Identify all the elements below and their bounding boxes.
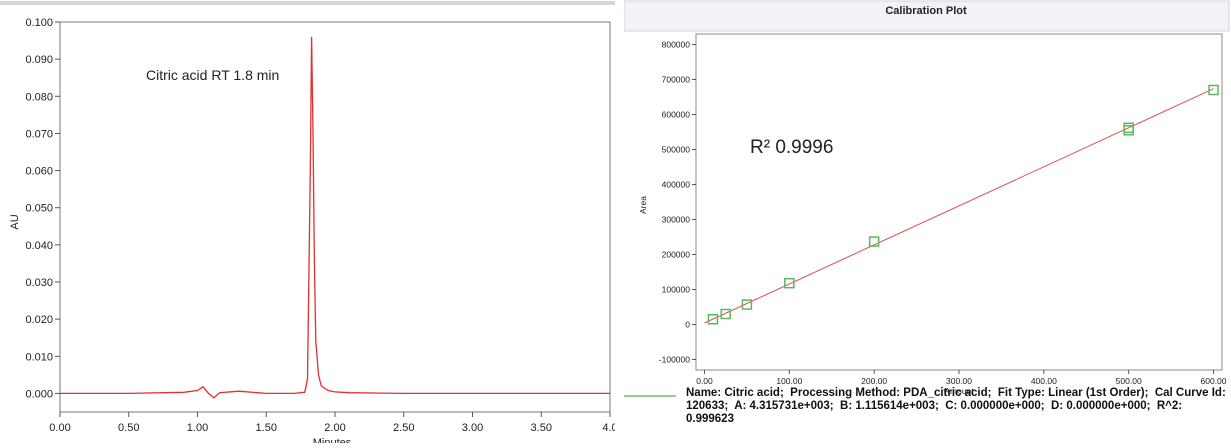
peak-annotation: Citric acid RT 1.8 min xyxy=(146,67,279,83)
legend-c: C: 0.000000e+000; xyxy=(945,400,1044,412)
legend-swatch xyxy=(624,395,676,397)
legend-a: A: 4.315731e+003; xyxy=(734,400,833,412)
calibration-legend: Name: Citric acid; Processing Method: PD… xyxy=(686,387,1226,426)
x-tick-label: 400.00 xyxy=(1031,376,1057,386)
x-tick-label: 600.00 xyxy=(1201,376,1227,386)
y-tick-label: 100000 xyxy=(662,285,691,295)
x-tick-label: 0.00 xyxy=(49,422,70,434)
legend-b: B: 1.115614e+003; xyxy=(840,400,939,412)
y-tick-label: -100000 xyxy=(659,355,690,365)
y-tick-label: 0.010 xyxy=(25,351,53,363)
x-tick-label: 3.50 xyxy=(531,422,552,434)
chromatogram-chart: 0.000 0.010 0.020 0.030 0.040 0.050 0.060 0.070… xyxy=(0,0,615,443)
y-tick-label: 700000 xyxy=(662,75,691,85)
x-tick-label: 500.00 xyxy=(1116,376,1142,386)
plot-area xyxy=(60,22,610,412)
y-tick-label: 0.080 xyxy=(25,91,53,103)
legend-method: Processing Method: PDA_citric acid; xyxy=(790,387,991,399)
x-tick-label: 2.00 xyxy=(324,422,345,434)
y-axis-label: Area xyxy=(638,196,648,214)
x-tick-label: 0.00 xyxy=(696,376,713,386)
x-tick-label: 1.50 xyxy=(256,422,277,434)
x-tick-label: 1.00 xyxy=(187,422,208,434)
calibration-chart: Calibration Plot -100000 0 100000 200000 3000… xyxy=(624,0,1231,443)
y-tick-label: 600000 xyxy=(662,110,691,120)
chart-title: Calibration Plot xyxy=(885,5,967,17)
legend-d: D: 0.000000e+000; xyxy=(1051,400,1150,412)
y-axis-label: AU xyxy=(9,214,21,229)
y-tick-label: 800000 xyxy=(662,40,691,50)
x-tick-label: 100.00 xyxy=(776,376,802,386)
r-squared-annotation: R² 0.9996 xyxy=(750,137,833,158)
y-tick-label: 300000 xyxy=(662,215,691,225)
y-tick-label: 0 xyxy=(685,320,690,330)
chromatogram-panel: 0.000 0.010 0.020 0.030 0.040 0.050 0.060 0.070… xyxy=(0,0,615,443)
x-tick-label: 4.0 xyxy=(602,422,615,434)
y-tick-label: 0.020 xyxy=(25,314,53,326)
x-tick-label: 300.00 xyxy=(946,376,972,386)
x-tick-label: 0.50 xyxy=(118,422,139,434)
y-tick-label: 0.000 xyxy=(25,388,53,400)
y-tick-label: 0.070 xyxy=(25,128,53,140)
y-tick-label: 0.090 xyxy=(25,54,53,66)
x-tick-label: 2.50 xyxy=(393,422,414,434)
y-tick-label: 0.060 xyxy=(25,166,53,178)
legend-name: Name: Citric acid; xyxy=(686,387,784,399)
plot-area xyxy=(696,34,1222,370)
y-tick-label: 0.030 xyxy=(25,277,53,289)
y-tick-label: 500000 xyxy=(662,145,691,155)
x-tick-label: 3.00 xyxy=(462,422,483,434)
calibration-panel: Calibration Plot -100000 0 100000 200000 3000… xyxy=(624,0,1231,443)
x-tick-label: 200.00 xyxy=(861,376,887,386)
y-tick-label: 400000 xyxy=(662,180,691,190)
legend-fit-type: Fit Type: Linear (1st Order); xyxy=(998,387,1149,399)
y-tick-label: 0.040 xyxy=(25,240,53,252)
y-tick-label: 200000 xyxy=(662,250,691,260)
x-axis-label: Minutes xyxy=(313,437,352,443)
y-tick-label: 0.100 xyxy=(25,17,53,29)
y-tick-label: 0.050 xyxy=(25,203,53,215)
